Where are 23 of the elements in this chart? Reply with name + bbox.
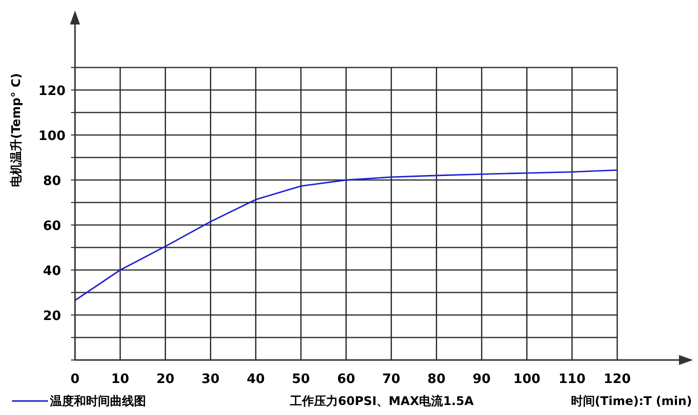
x-tick-label: 50: [292, 372, 310, 387]
x-tick-label: 0: [70, 372, 80, 387]
x-tick-label: 120: [604, 372, 631, 387]
y-tick-label: 100: [38, 129, 66, 144]
y-tick-label: 80: [42, 174, 62, 189]
x-tick-label: 100: [513, 372, 540, 387]
x-tick-label: 80: [427, 372, 446, 387]
y-tick-label: 40: [42, 264, 62, 279]
x-tick-label: 30: [202, 372, 220, 387]
x-axis-title: 时间(Time):T (min): [570, 394, 692, 408]
x-tick-label: 60: [337, 372, 356, 387]
x-tick-label: 20: [156, 372, 174, 387]
x-tick-label: 110: [558, 372, 586, 387]
x-tick-label: 90: [472, 372, 491, 387]
legend-label: 温度和时间曲线图: [49, 394, 146, 408]
y-tick-label: 120: [38, 84, 66, 99]
x-tick-label: 40: [246, 372, 265, 387]
x-tick-label: 70: [382, 372, 400, 387]
y-axis-title: 电机温升(Temp° C): [9, 73, 23, 187]
y-tick-label: 60: [42, 219, 62, 234]
y-tick-label: 20: [42, 309, 62, 324]
text: 工作压力60PSI、MAX电流1.5A: [289, 394, 474, 408]
x-tick-label: 10: [111, 372, 130, 387]
